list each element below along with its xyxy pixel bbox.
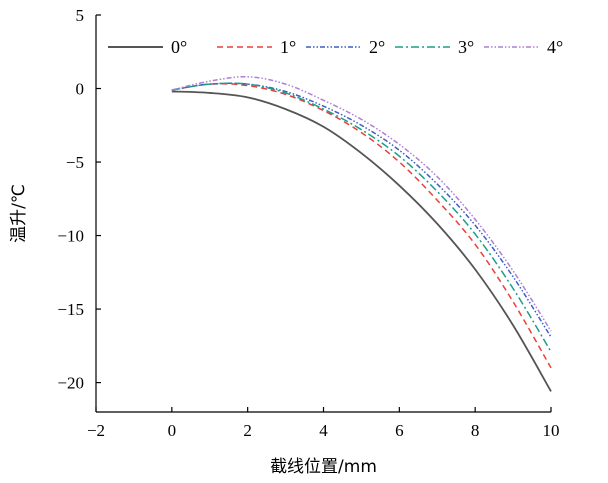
series-line-3	[171, 82, 552, 353]
series-line-1	[171, 83, 552, 369]
x-tick-label: 2	[243, 421, 252, 440]
axes: −2 0 2 4 6 8 10−20−15−10−505	[57, 6, 559, 440]
x-axis-label: 截线位置/mm	[270, 457, 377, 477]
legend-label-1: 1°	[280, 37, 296, 57]
legend-label-2: 2°	[369, 37, 385, 57]
x-tick-label: 0	[168, 421, 177, 440]
legend: 0° 1° 2° 3° 4°	[108, 37, 563, 57]
y-tick-label: −10	[57, 227, 84, 246]
y-tick-label: −5	[66, 153, 84, 172]
series-line-2	[171, 82, 552, 338]
y-tick-label: −15	[57, 300, 84, 319]
x-tick-label: −2	[87, 421, 105, 440]
x-tick-label: 8	[471, 421, 480, 440]
x-tick-label: 6	[395, 421, 404, 440]
y-axis-label: 温升/℃	[9, 184, 29, 243]
x-tick-label: 10	[543, 421, 560, 440]
y-tick-label: 0	[76, 80, 85, 99]
y-tick-label: 5	[76, 6, 85, 25]
series-line-0	[171, 90, 552, 392]
series-lines	[171, 75, 552, 392]
x-tick-label: 4	[319, 421, 328, 440]
legend-label-4: 4°	[547, 37, 563, 57]
y-tick-label: −20	[57, 374, 84, 393]
series-line-4	[171, 75, 552, 332]
legend-label-3: 3°	[458, 37, 474, 57]
legend-label-0: 0°	[171, 37, 187, 57]
